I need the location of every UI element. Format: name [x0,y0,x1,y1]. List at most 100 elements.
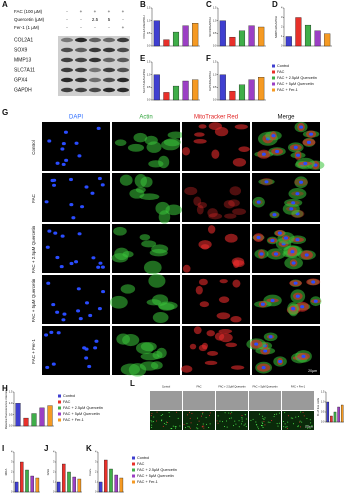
y-tick-label: 1.5 [213,6,217,10]
panel-letter: I [2,444,4,453]
cell-stain [307,427,309,429]
live-dead-image [282,411,314,430]
legend-label: FAC + 5µM Quercetin [277,82,314,86]
bar [340,404,344,423]
nucleus [100,183,105,187]
nucleus [271,134,276,138]
nucleus [87,364,92,369]
blot-band [61,57,73,63]
cell-stain [295,416,297,418]
cell-stain [161,420,163,422]
nucleus [47,139,52,143]
nucleus [74,260,79,264]
cell-stain [167,422,169,424]
protein-label: GAPDH [14,87,32,93]
nucleus [256,200,261,204]
y-tick-label: 4 [281,6,283,10]
y-tick-label: 0 [53,490,55,494]
cell-stain [162,425,164,427]
blot-band [75,87,87,93]
mito-signal [234,124,248,130]
nucleus [56,331,61,335]
nucleus [77,154,82,158]
actin-signal [158,155,170,169]
brightfield-image [249,391,281,410]
cell-stain [224,412,226,414]
y-axis-title: COL2A1/GAPDH [142,15,146,38]
nucleus [77,232,82,236]
bar [14,481,19,493]
actin-signal [139,234,151,241]
bar [20,461,24,493]
cell-stain [188,411,190,413]
treatment-cell: - [66,9,68,14]
nucleus [80,205,85,209]
nucleus [290,250,295,254]
y-tick-label: 1.5 [213,60,217,64]
nucleus [101,289,106,294]
mito-signal [232,208,247,215]
cell-stain [297,416,299,418]
bar [324,33,331,47]
cell-stain [230,413,232,415]
bar [35,477,40,493]
mito-signal [238,146,250,152]
mito-signal [208,122,223,131]
mito-signal [195,285,203,295]
y-tick-label: 0.5 [9,412,13,416]
mito-signal [214,332,225,341]
blot-band [61,47,73,53]
cell-stain [269,421,271,423]
actin-signal [148,273,166,288]
bar [219,20,226,47]
cell-stain [156,420,158,422]
micrograph [42,326,110,375]
bar [109,468,113,493]
nucleus [76,309,81,313]
cell-stain [200,415,202,417]
actin-signal [136,342,154,355]
nucleus [78,317,83,321]
cell-stain [306,418,308,420]
cell-stain [300,411,302,413]
nucleus [84,356,89,360]
nucleus [97,307,102,311]
actin-signal [163,138,181,147]
blot-band [89,57,101,63]
mito-signal [224,213,237,219]
cell-stain [198,420,200,422]
nucleus [60,147,65,151]
mito-signal [225,342,238,348]
y-tick-label: 0.0 [147,98,151,102]
cell-stain [175,427,177,429]
scale-bar-label: 20µm [308,369,317,373]
nucleus [88,313,93,318]
nucleus [97,176,102,181]
protein-label: MMP13 [14,57,31,63]
actin-signal [109,295,128,309]
cell-stain [150,420,152,422]
actin-signal [141,240,157,248]
bar [119,477,124,493]
bar [248,79,255,101]
blot-band [75,77,87,83]
bar [39,407,45,427]
micrograph [42,275,110,324]
cell-stain [276,413,278,415]
nucleus [90,191,95,195]
nucleus [84,185,89,189]
treatment-cell: + [122,9,125,14]
bar [238,30,246,47]
legend-swatch [272,76,275,80]
cell-stain [261,421,263,423]
nucleus [254,342,259,346]
nucleus [55,161,60,165]
cell-stain [196,424,198,426]
y-tick-label: 3 [11,460,13,464]
blot-band [103,47,115,53]
legend-label: Control [277,64,289,68]
column-header: FAC + 2.5µM Quercetin [218,385,246,389]
legend-label: FAC + 2.5µM Quercetin [137,468,177,472]
mito-signal [232,158,247,167]
cell-stain [189,427,191,429]
